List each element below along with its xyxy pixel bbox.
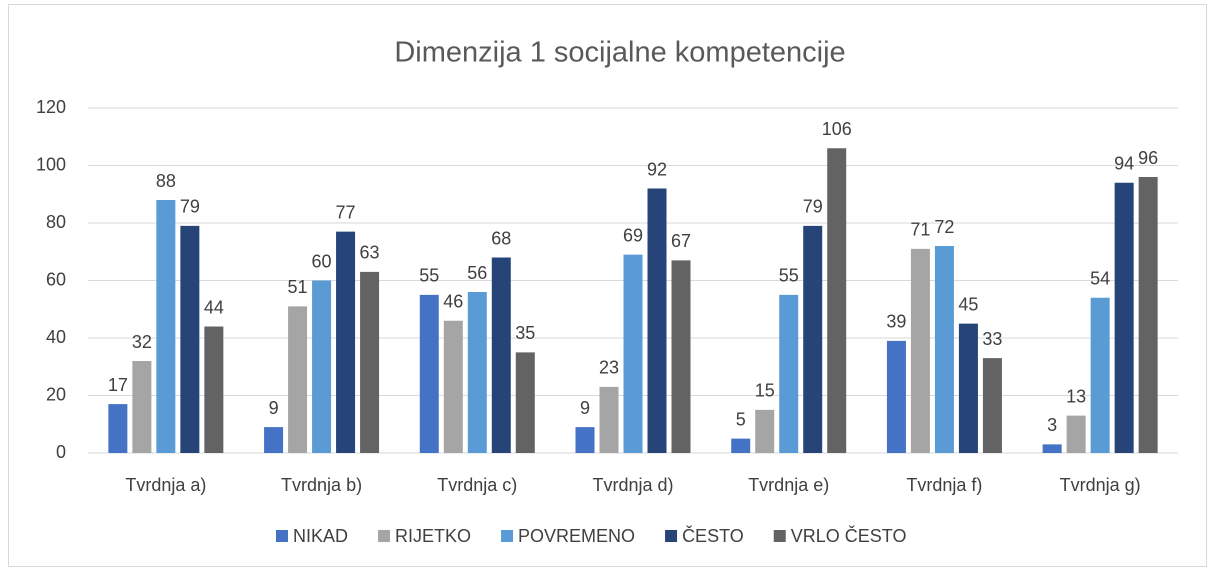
bar bbox=[336, 231, 356, 453]
bar bbox=[1138, 177, 1158, 453]
legend-label: RIJETKO bbox=[395, 526, 471, 546]
bar bbox=[755, 409, 775, 453]
data-label: 54 bbox=[1090, 269, 1110, 289]
bar bbox=[958, 323, 978, 453]
bar bbox=[599, 386, 619, 453]
data-label: 63 bbox=[360, 243, 380, 263]
bar bbox=[1042, 444, 1062, 453]
legend-label: NIKAD bbox=[293, 526, 348, 546]
y-tick-label: 0 bbox=[56, 442, 66, 462]
bar bbox=[467, 292, 487, 453]
data-label: 79 bbox=[803, 197, 823, 217]
bar bbox=[827, 148, 847, 453]
data-label: 23 bbox=[599, 358, 619, 378]
data-label: 33 bbox=[982, 329, 1002, 349]
x-tick-label: Tvrdnja b) bbox=[281, 475, 362, 495]
bar bbox=[910, 248, 930, 453]
y-tick-label: 60 bbox=[46, 269, 66, 289]
data-label: 5 bbox=[736, 409, 746, 429]
legend-label: VRLO ČESTO bbox=[791, 525, 907, 546]
legend-swatch bbox=[501, 530, 514, 542]
bar bbox=[982, 358, 1002, 453]
data-label: 3 bbox=[1047, 415, 1057, 435]
data-label: 55 bbox=[779, 266, 799, 286]
legend-swatch bbox=[665, 530, 678, 542]
bar bbox=[1114, 182, 1134, 453]
bar bbox=[779, 294, 799, 453]
bar bbox=[575, 427, 595, 453]
y-tick-label: 80 bbox=[46, 212, 66, 232]
bar bbox=[803, 225, 823, 453]
data-label: 39 bbox=[886, 312, 906, 332]
bar bbox=[623, 254, 643, 453]
data-label: 44 bbox=[204, 297, 224, 317]
bar bbox=[934, 246, 954, 453]
x-tick-label: Tvrdnja g) bbox=[1060, 475, 1141, 495]
data-label: 13 bbox=[1066, 386, 1086, 406]
y-tick-label: 100 bbox=[36, 154, 66, 174]
bar bbox=[108, 404, 128, 453]
bar bbox=[1090, 297, 1110, 453]
x-tick-label: Tvrdnja f) bbox=[906, 475, 982, 495]
data-label: 92 bbox=[647, 159, 667, 179]
bar bbox=[443, 320, 463, 453]
x-tick-label: Tvrdnja c) bbox=[437, 475, 517, 495]
data-label: 32 bbox=[132, 332, 152, 352]
data-label: 56 bbox=[467, 263, 487, 283]
data-label: 106 bbox=[822, 119, 852, 139]
x-tick-label: Tvrdnja e) bbox=[748, 475, 829, 495]
x-tick-label: Tvrdnja a) bbox=[125, 475, 206, 495]
data-label: 79 bbox=[180, 197, 200, 217]
bar bbox=[312, 280, 332, 453]
data-label: 15 bbox=[755, 381, 775, 401]
chart-border bbox=[8, 4, 1207, 567]
y-tick-label: 40 bbox=[46, 327, 66, 347]
legend-swatch bbox=[378, 530, 391, 542]
legend-label: ČESTO bbox=[682, 525, 744, 546]
data-label: 71 bbox=[910, 220, 930, 240]
data-label: 45 bbox=[958, 294, 978, 314]
data-label: 51 bbox=[288, 277, 308, 297]
data-label: 96 bbox=[1138, 148, 1158, 168]
bar bbox=[491, 257, 511, 453]
legend-label: POVREMENO bbox=[518, 526, 635, 546]
data-label: 35 bbox=[515, 323, 535, 343]
bar bbox=[360, 271, 380, 453]
legend-swatch bbox=[773, 530, 786, 542]
data-label: 94 bbox=[1114, 154, 1134, 174]
bar bbox=[515, 352, 535, 453]
data-label: 67 bbox=[671, 231, 691, 251]
bar bbox=[204, 326, 224, 453]
data-label: 60 bbox=[312, 251, 332, 271]
data-label: 55 bbox=[419, 266, 439, 286]
bar bbox=[264, 427, 284, 453]
data-label: 46 bbox=[443, 292, 463, 312]
bar bbox=[731, 438, 751, 453]
chart-title: Dimenzija 1 socijalne kompetencije bbox=[394, 37, 845, 69]
bar bbox=[671, 260, 691, 453]
data-label: 9 bbox=[269, 398, 279, 418]
data-label: 9 bbox=[580, 398, 590, 418]
bar bbox=[1066, 415, 1086, 453]
bar bbox=[132, 361, 152, 453]
y-tick-label: 120 bbox=[36, 97, 66, 117]
data-label: 72 bbox=[934, 217, 954, 237]
bar bbox=[156, 200, 176, 453]
data-label: 69 bbox=[623, 225, 643, 245]
bar bbox=[180, 225, 200, 453]
data-label: 77 bbox=[336, 202, 356, 222]
bar bbox=[886, 340, 906, 453]
bar bbox=[288, 306, 308, 453]
data-label: 17 bbox=[108, 375, 128, 395]
data-label: 88 bbox=[156, 171, 176, 191]
bar bbox=[419, 294, 439, 453]
bar bbox=[647, 188, 667, 453]
data-label: 68 bbox=[491, 228, 511, 248]
x-tick-label: Tvrdnja d) bbox=[592, 475, 673, 495]
legend-swatch bbox=[276, 530, 288, 542]
y-tick-label: 20 bbox=[46, 384, 66, 404]
